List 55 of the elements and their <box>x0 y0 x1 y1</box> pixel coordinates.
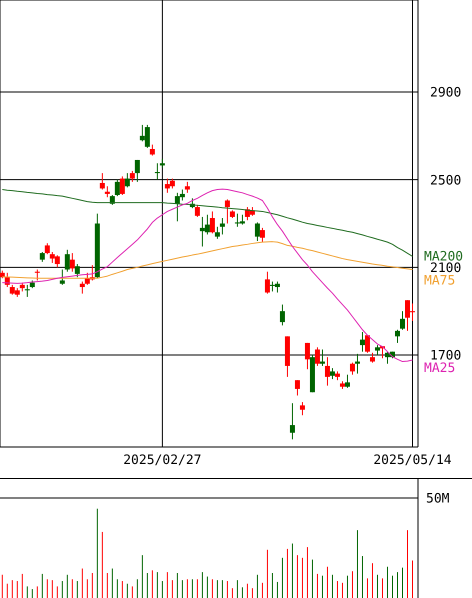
candlestick <box>364 334 370 354</box>
candlestick <box>124 172 130 188</box>
candlestick <box>394 329 400 344</box>
candlestick <box>324 356 330 386</box>
candlestick <box>80 281 85 294</box>
candlestick <box>330 368 335 380</box>
candlestick <box>220 218 225 235</box>
candlestick <box>400 310 405 330</box>
candlestick <box>254 222 260 242</box>
candlestick <box>100 172 105 190</box>
x-tick-label: 2025/02/27 <box>123 453 202 468</box>
series-label: MA75 <box>424 273 456 288</box>
candlestick <box>264 271 270 294</box>
ref-line-label: 50M <box>426 492 450 507</box>
candlestick <box>354 353 360 374</box>
candlestick <box>194 204 200 218</box>
candlestick <box>370 352 375 364</box>
candlestick <box>294 380 300 396</box>
y-tick-label: 2500 <box>430 173 462 188</box>
series-label: MA25 <box>424 360 456 376</box>
line-series <box>2 189 413 257</box>
line-series <box>2 188 413 362</box>
candlestick <box>320 348 325 366</box>
candlestick <box>70 252 75 272</box>
candlestick <box>260 227 265 243</box>
candlestick <box>34 269 40 281</box>
candlestick <box>150 144 155 156</box>
candlestick <box>154 162 160 180</box>
candlestick <box>134 159 140 182</box>
candlestick <box>60 269 65 286</box>
candlestick <box>74 264 80 278</box>
candlestick <box>120 176 125 196</box>
candlestick <box>280 304 285 326</box>
candlestick <box>314 346 320 366</box>
candlestick <box>184 181 190 194</box>
candlestick <box>304 342 310 370</box>
candlestick <box>114 179 120 197</box>
candlestick <box>344 374 350 388</box>
candlestick <box>300 402 305 416</box>
candlestick <box>224 198 230 224</box>
candlestick <box>210 210 215 234</box>
candlestick <box>24 284 30 298</box>
candlestick <box>360 331 365 352</box>
candlestick <box>374 344 380 356</box>
candlestick <box>350 362 355 376</box>
candlestick <box>290 402 295 440</box>
candlestick <box>64 249 70 272</box>
y-tick-label: 2900 <box>430 86 462 101</box>
candlestick <box>40 251 45 262</box>
y-tick-label: 2100 <box>430 260 462 276</box>
candlestick <box>130 170 135 182</box>
candlestick <box>214 226 220 240</box>
x-tick-label: 2025/05/14 <box>373 453 452 468</box>
candlestick <box>44 242 50 255</box>
candlestick <box>104 186 110 198</box>
